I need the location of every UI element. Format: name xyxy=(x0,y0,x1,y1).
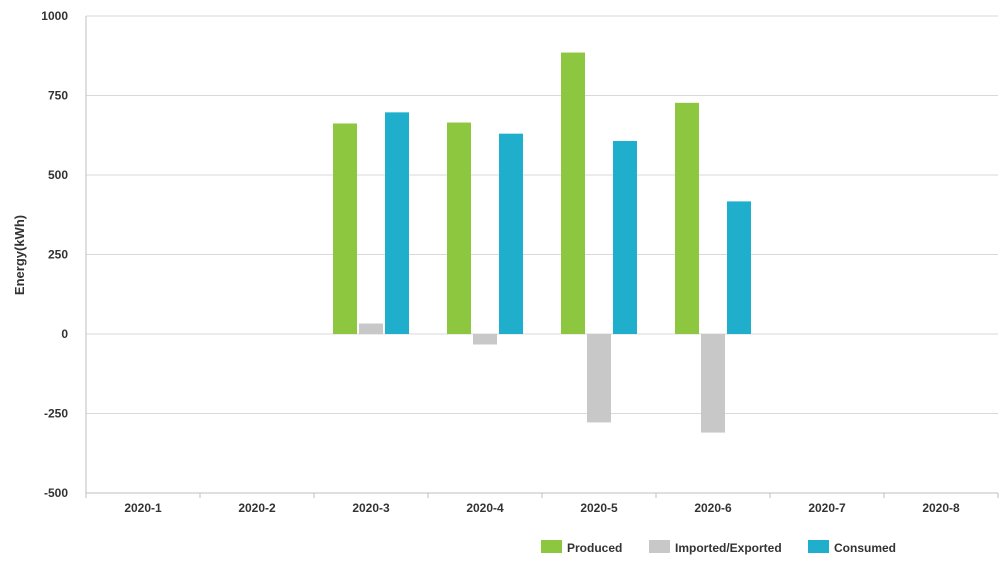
y-tick-label: -250 xyxy=(44,407,68,421)
y-tick-label: 750 xyxy=(48,89,68,103)
x-tick-label: 2020-6 xyxy=(694,501,732,515)
axes xyxy=(85,16,999,498)
bar-consumed-2020-5 xyxy=(613,140,637,334)
legend-swatch xyxy=(808,540,829,553)
bar-consumed-2020-3 xyxy=(385,112,409,334)
bar-produced-2020-6 xyxy=(675,102,699,335)
x-tick-label: 2020-5 xyxy=(580,501,618,515)
y-tick-label: -500 xyxy=(44,486,68,500)
y-tick-label: 250 xyxy=(48,248,68,262)
bar-consumed-2020-4 xyxy=(499,133,523,334)
y-tick-label: 0 xyxy=(61,327,68,341)
y-axis-title: Energy(kWh) xyxy=(12,215,27,295)
x-tick-label: 2020-2 xyxy=(238,501,276,515)
bars xyxy=(333,52,751,433)
bar-produced-2020-3 xyxy=(333,123,357,334)
legend-label: Imported/Exported xyxy=(675,541,782,555)
legend-label: Produced xyxy=(567,541,622,555)
bar-produced-2020-4 xyxy=(447,122,471,334)
gridlines xyxy=(86,15,998,414)
x-tick-label: 2020-7 xyxy=(808,501,846,515)
x-tick-label: 2020-4 xyxy=(466,501,504,515)
y-tick-label: 1000 xyxy=(41,9,68,23)
x-tick-label: 2020-1 xyxy=(124,501,162,515)
legend-swatch xyxy=(541,540,562,553)
bar-imported-exported-2020-6 xyxy=(701,334,725,433)
x-tick-label: 2020-3 xyxy=(352,501,390,515)
bar-produced-2020-5 xyxy=(561,52,585,334)
bar-imported-exported-2020-5 xyxy=(587,334,611,423)
tick-labels: 1000 750 500 250 0 -250 -500 2020-1 2020-2 2020-3… xyxy=(41,9,960,515)
legend-label: Consumed xyxy=(834,541,896,555)
bar-imported-exported-2020-4 xyxy=(473,334,497,345)
y-tick-label: 500 xyxy=(48,168,68,182)
legend-swatch xyxy=(649,540,670,553)
bar-consumed-2020-6 xyxy=(727,201,751,334)
x-tick-label: 2020-8 xyxy=(922,501,960,515)
bar-imported-exported-2020-3 xyxy=(359,323,383,334)
legend: Produced Imported/Exported Consumed xyxy=(541,540,896,555)
